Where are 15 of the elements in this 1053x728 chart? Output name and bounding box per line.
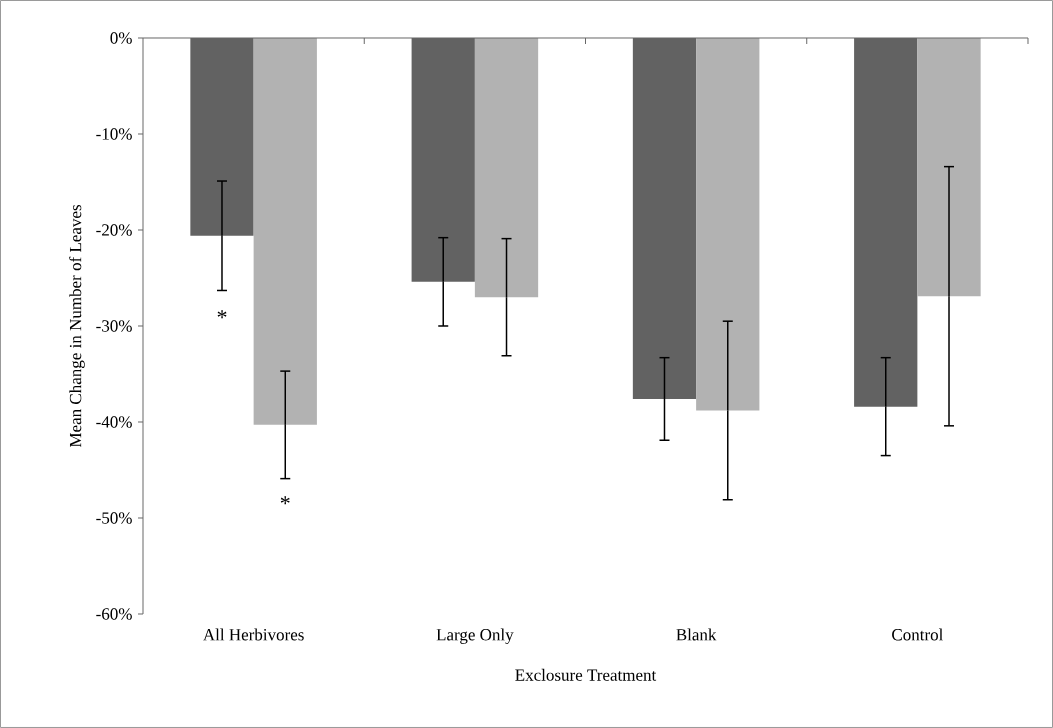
y-tick-label: -60% [96, 608, 132, 620]
y-tick-label: -50% [96, 512, 132, 524]
y-axis-title: Mean Change in Number of Leaves [69, 205, 85, 448]
y-tick-label: -40% [96, 416, 132, 428]
y-tick-label: -10% [96, 128, 132, 140]
x-tick-label: Blank [676, 628, 717, 641]
x-tick-label: Control [892, 628, 943, 641]
y-tick-label: -20% [96, 224, 132, 236]
annotation: * [280, 496, 290, 505]
x-axis-title: Exclosure Treatment [515, 668, 657, 681]
y-tick-label: -30% [96, 320, 132, 332]
annotation: * [217, 310, 227, 319]
y-tick-label: 0% [110, 32, 132, 44]
x-tick-label: Large Only [436, 628, 514, 644]
x-tick-label: All Herbivores [203, 628, 304, 641]
